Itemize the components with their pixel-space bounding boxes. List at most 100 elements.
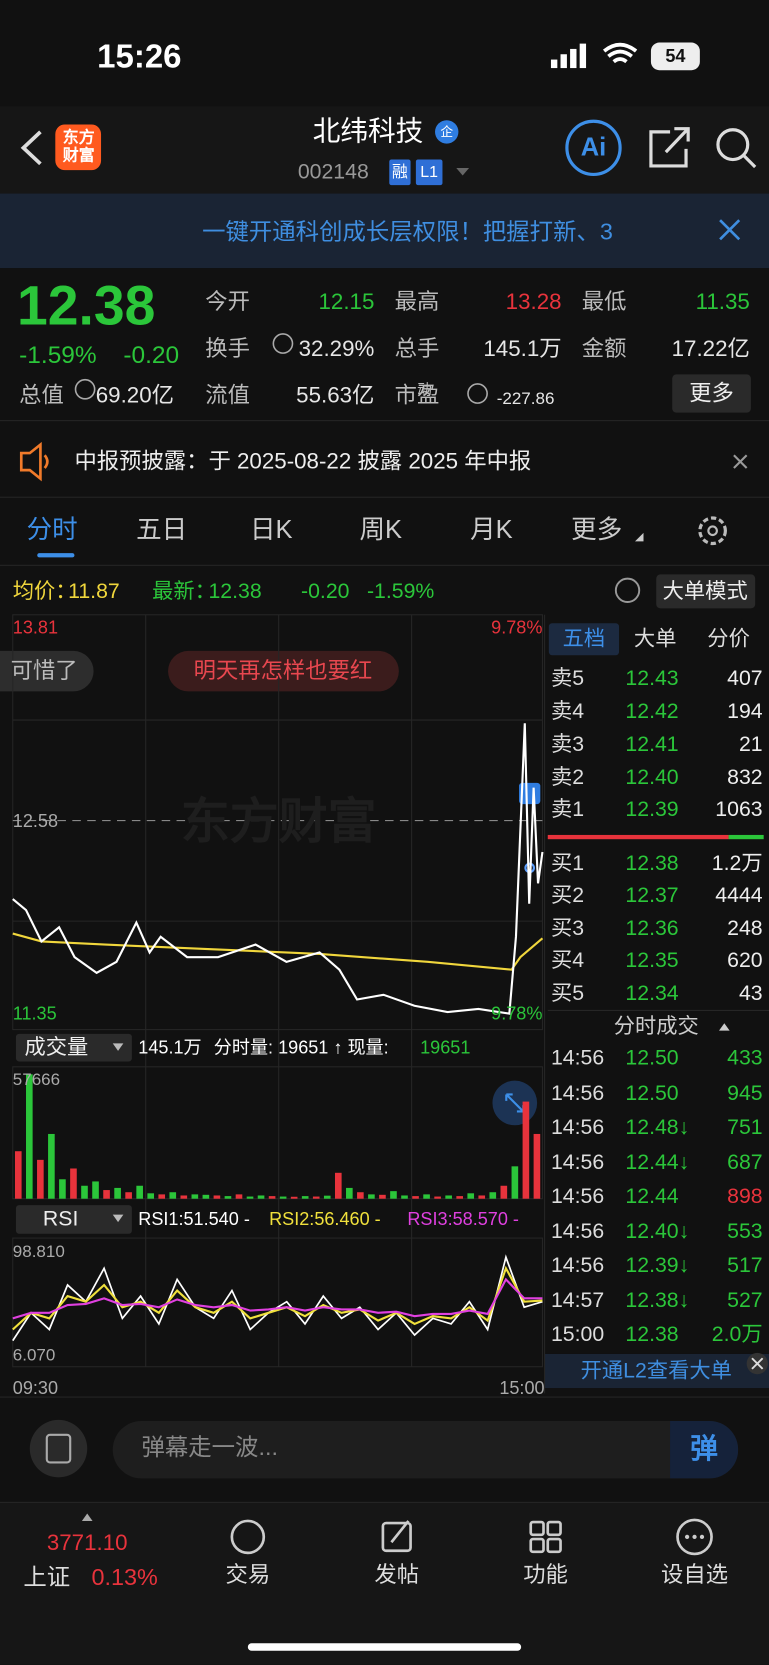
trade-volume: 527 <box>727 1288 763 1312</box>
field-label: 换手 <box>205 336 250 362</box>
info-icon[interactable] <box>74 378 96 400</box>
l2-text[interactable]: 开通L2查看大单 <box>580 1359 732 1383</box>
book-label: 卖5 <box>550 666 585 691</box>
book-volume: 194 <box>727 699 763 724</box>
rsi-legend: RSI1:51.540 - <box>138 1208 250 1230</box>
danmaku-icon-glyph <box>45 1433 72 1464</box>
dropdown[interactable] <box>112 1214 124 1223</box>
book-tab[interactable]: 大单 <box>633 627 677 651</box>
book-tab[interactable]: 分价 <box>707 627 750 651</box>
volume-selector[interactable] <box>15 1033 132 1062</box>
trade-price: 12.40↓ <box>625 1219 690 1243</box>
ai-label[interactable]: Ai <box>580 132 607 162</box>
tag: L1 <box>420 163 439 182</box>
trade-volume: 898 <box>727 1184 763 1209</box>
nav-item[interactable]: 功能 <box>523 1562 568 1588</box>
trade-price: 12.38↓ <box>625 1288 690 1312</box>
ai-button[interactable] <box>565 119 622 177</box>
tab[interactable]: 月K <box>470 515 513 545</box>
index-value[interactable]: 3771.10 <box>46 1531 128 1556</box>
danmaku-send[interactable]: 弹 <box>690 1432 718 1465</box>
volume-bar <box>401 1195 408 1199</box>
banner-text[interactable]: 一键开通科创成长层权限！把握打新、3 <box>202 220 613 244</box>
trade-time: 14:56 <box>550 1150 605 1174</box>
expand-arrow[interactable] <box>81 1513 93 1521</box>
book-volume: 1.2万 <box>711 851 763 876</box>
close-banner[interactable] <box>719 219 741 241</box>
tab-bg[interactable] <box>548 623 620 656</box>
l2-bar[interactable] <box>544 1353 769 1389</box>
close-notice[interactable] <box>733 454 748 469</box>
tab[interactable]: 日K <box>249 515 293 545</box>
share-icon[interactable] <box>649 127 690 168</box>
nav-bar <box>0 106 769 194</box>
dropdown[interactable] <box>112 1043 124 1051</box>
more-button[interactable] <box>672 374 751 413</box>
field-label: 流值 <box>205 383 250 408</box>
help-icon[interactable] <box>614 577 641 603</box>
volume-detail: 分时量: 19651 ↑ 现量: <box>213 1037 389 1058</box>
tab[interactable]: 分时 <box>26 515 78 545</box>
info-icon[interactable] <box>272 333 294 354</box>
tab[interactable]: 更多 <box>571 515 623 545</box>
nav-item[interactable]: 设自选 <box>661 1562 729 1588</box>
search-icon[interactable] <box>716 128 750 162</box>
app-logo[interactable] <box>55 124 102 171</box>
book-price: 12.40 <box>625 765 679 790</box>
book-tab[interactable]: 五档 <box>562 627 606 651</box>
nav-item[interactable]: 发帖 <box>374 1562 420 1588</box>
book-label: 卖1 <box>550 797 585 822</box>
dots <box>684 1534 705 1540</box>
volume-current: 19651 <box>420 1037 471 1058</box>
volume-max: 57666 <box>12 1071 61 1090</box>
volume-bar <box>390 1191 397 1199</box>
tab[interactable]: 周K <box>359 515 403 545</box>
banner[interactable] <box>0 193 769 269</box>
nav-item[interactable]: 交易 <box>225 1562 271 1588</box>
collapse-arrow[interactable] <box>719 1023 730 1031</box>
dropdown[interactable] <box>456 168 470 176</box>
notice-text[interactable]: 中报预披露：于 2025-08-22 披露 2025 年中报 <box>74 449 532 474</box>
settings-icon[interactable] <box>698 516 727 546</box>
trade-volume: 687 <box>727 1150 763 1174</box>
field-label: 总值 <box>19 383 64 408</box>
danmaku-input[interactable] <box>112 1420 739 1479</box>
rsi-label[interactable]: RSI <box>42 1207 79 1231</box>
volume-bar <box>48 1133 55 1199</box>
volume-bar <box>290 1196 298 1199</box>
volume-bar <box>125 1192 132 1199</box>
back-icon[interactable] <box>20 130 42 166</box>
volume-bar <box>114 1187 121 1199</box>
field-value: 69.20亿 <box>95 383 174 408</box>
indicator-selector[interactable] <box>15 1205 132 1234</box>
book-volume: 620 <box>727 948 763 973</box>
volume-label[interactable]: 成交量 <box>24 1035 89 1060</box>
more-label[interactable]: 更多 <box>689 381 734 406</box>
trade-time: 14:56 <box>550 1184 605 1209</box>
more-arrow <box>634 532 644 542</box>
field-value: 12.15 <box>318 289 375 315</box>
book-label: 买5 <box>550 981 585 1006</box>
field-value: 145.1万 <box>483 336 562 362</box>
time-start: 09:30 <box>12 1377 59 1399</box>
tag <box>415 159 443 186</box>
danmaku-placeholder[interactable]: 弹幕走一波... <box>141 1433 278 1461</box>
info-icon[interactable] <box>467 383 488 404</box>
volume-bar <box>92 1181 99 1199</box>
volume-bar <box>533 1133 541 1199</box>
volume-bar <box>445 1195 452 1199</box>
mode-button[interactable] <box>656 574 756 609</box>
trade-price: 12.50 <box>625 1046 679 1071</box>
trade-price: 12.44↓ <box>625 1150 690 1174</box>
volume-bar <box>14 1151 22 1199</box>
app-logo-text[interactable]: 东方财富 <box>62 128 95 165</box>
danmaku-icon[interactable] <box>29 1419 88 1478</box>
tab[interactable]: 五日 <box>136 515 188 545</box>
clock: 15:26 <box>97 37 182 75</box>
mode-label[interactable]: 大单模式 <box>662 579 748 604</box>
volume-bar <box>323 1195 331 1199</box>
rsi-min: 6.070 <box>12 1346 56 1365</box>
volume-bar <box>70 1168 77 1199</box>
divider <box>0 564 769 566</box>
